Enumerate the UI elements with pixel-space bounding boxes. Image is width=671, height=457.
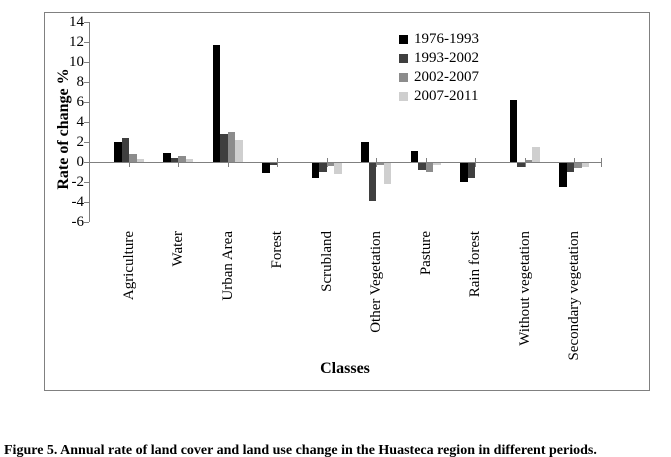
y-tick [84,222,89,223]
bar [509,100,518,162]
bar [212,45,221,162]
bar [532,147,540,162]
bar [262,163,270,173]
y-tick-label: 8 [76,74,85,90]
bar [185,159,194,162]
bar [574,163,582,168]
legend-item: 1993-2002 [399,49,479,68]
y-tick [84,62,89,63]
category-label: Scrubland [319,231,335,292]
bar [559,163,567,187]
y-tick-label: 12 [69,34,84,50]
bar [524,160,533,162]
y-tick [84,162,89,163]
bar [178,156,186,162]
category-label: Without vegetation [517,231,533,346]
x-tick [327,158,328,167]
y-tick [84,142,89,143]
y-tick-label: -2 [71,174,85,190]
y-tick [84,42,89,43]
bar [121,138,129,162]
y-tick-label: -4 [71,194,85,210]
bar [433,163,441,165]
y-axis-line [89,22,90,222]
bar [235,140,243,162]
y-tick-label: 14 [69,14,84,30]
x-tick [376,158,377,167]
y-tick-label: 0 [76,154,85,170]
category-label: Pasture [418,231,434,276]
x-tick [426,158,427,167]
bar [319,163,327,172]
bar [129,154,137,162]
x-axis-end-tick [601,158,602,167]
x-tick [277,158,278,167]
y-tick [84,22,89,23]
bar [311,163,320,178]
bar [170,158,179,162]
category-label: Forest [269,231,285,269]
bar [269,163,278,165]
bar [334,163,342,174]
legend-swatch [399,92,408,101]
y-tick-label: 2 [76,134,85,150]
bar [383,163,392,184]
y-tick-label: -6 [71,214,85,230]
bar [136,159,144,162]
y-tick-label: 10 [69,54,84,70]
bar [227,132,236,162]
bar [220,134,228,162]
bar [361,142,369,162]
bar [467,163,476,178]
x-tick [475,158,476,167]
legend-item: 2002-2007 [399,68,479,87]
y-tick [84,82,89,83]
legend-swatch [399,73,408,82]
figure-caption: Figure 5. Annual rate of land cover and … [4,443,597,457]
x-tick [525,158,526,167]
x-axis-title: Classes [320,360,370,377]
legend-label: 2007-2011 [414,88,479,104]
bar [517,163,525,167]
legend-item: 2007-2011 [399,87,479,106]
y-tick [84,102,89,103]
y-tick [84,202,89,203]
y-tick [84,122,89,123]
category-label: Agriculture [121,231,137,301]
legend-label: 1993-2002 [414,50,479,66]
chart: Rate of change % 14 12 10 8 6 4 2 0 -2 -4 -6 Agricu… [44,12,650,391]
legend-label: 1976-1993 [414,31,479,47]
bar [326,163,335,166]
y-tick [84,182,89,183]
legend: 1976-1993 1993-2002 2002-2007 2007-2011 [399,30,479,106]
bar [581,163,589,167]
legend-swatch [399,54,408,63]
bar [410,151,419,162]
bar [418,163,426,170]
bar [460,163,468,182]
legend-label: 2002-2007 [414,69,479,85]
x-axis-line [89,162,601,163]
legend-swatch [399,35,408,44]
bar [566,163,574,172]
category-label: Rain forest [467,231,483,298]
legend-item: 1976-1993 [399,30,479,49]
x-tick [228,158,229,167]
bar [425,163,434,172]
x-tick [178,158,179,167]
category-label: Secondary vegetation [566,231,582,361]
bar [368,163,377,201]
bar [114,142,122,162]
y-tick-label: 6 [76,94,85,110]
x-tick [574,158,575,167]
category-label: Urban Area [220,231,236,301]
x-tick [129,158,130,167]
bar [376,163,384,165]
category-label: Other Vegetation [368,231,384,333]
category-label: Water [170,231,186,267]
bar [163,153,171,162]
y-tick-label: 4 [76,114,85,130]
